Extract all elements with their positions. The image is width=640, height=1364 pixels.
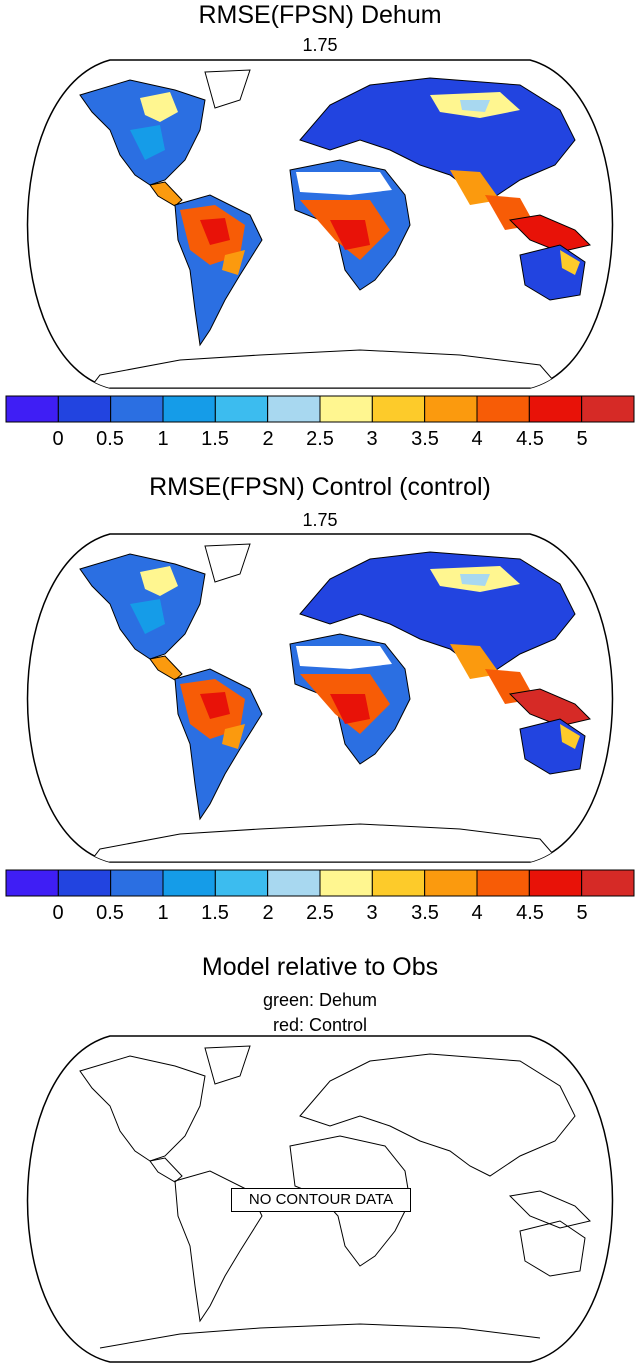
colorbar-1 xyxy=(5,395,635,423)
colorbar-swatch xyxy=(319,395,373,423)
colorbar-swatch xyxy=(214,869,269,897)
colorbar-swatch xyxy=(371,869,426,897)
colorbar-swatch xyxy=(214,395,269,423)
cbar1-label: 3.5 xyxy=(411,428,439,450)
cbar1-label: 2.5 xyxy=(306,428,334,450)
cbar2-label: 5 xyxy=(576,902,588,924)
cbar2-label: 4.5 xyxy=(516,902,544,924)
panel2-map xyxy=(26,533,614,863)
cbar2-label: 2 xyxy=(262,902,274,924)
cbar2-label: 1.5 xyxy=(201,902,229,924)
cbar2-label: 2.5 xyxy=(306,902,334,924)
coastlines xyxy=(79,1045,591,1349)
cbar2-label: 3 xyxy=(366,902,378,924)
colorbar-swatch xyxy=(162,395,216,423)
cbar2-label: 0 xyxy=(52,902,64,924)
cbar1-label: 1.5 xyxy=(201,428,229,450)
colorbar-swatch xyxy=(110,395,164,423)
panel2-subtitle: 1.75 xyxy=(302,510,338,530)
colorbar-swatch xyxy=(476,395,530,423)
colorbar-swatch xyxy=(5,395,59,423)
colorbar-1-labels: 0 0.5 1 1.5 2 2.5 3 3.5 4 4.5 5 xyxy=(0,427,640,453)
cbar1-label: 3 xyxy=(366,428,378,450)
colorbar-swatch xyxy=(528,869,583,897)
cbar2-label: 1 xyxy=(157,902,169,924)
colorbar-swatch xyxy=(267,395,321,423)
colorbar-swatch xyxy=(57,395,112,423)
cbar1-label: 5 xyxy=(576,428,588,450)
colorbar-swatch xyxy=(424,395,478,423)
colorbar-swatch xyxy=(528,395,583,423)
colorbar-swatch xyxy=(5,869,59,897)
panel3-legend-control: red: Control xyxy=(272,1015,368,1035)
land-field xyxy=(79,69,591,388)
colorbar-swatch xyxy=(319,869,373,897)
cbar1-label: 4.5 xyxy=(516,428,544,450)
colorbar-2 xyxy=(5,869,635,897)
colorbar-swatch xyxy=(424,869,478,897)
panel3-title: Model relative to Obs xyxy=(201,953,439,981)
cbar1-label: 0 xyxy=(52,428,64,450)
colorbar-swatch xyxy=(110,869,164,897)
panel1-map xyxy=(26,59,614,389)
land-field xyxy=(79,543,591,862)
colorbar-swatch xyxy=(162,869,216,897)
cbar2-label: 4 xyxy=(471,902,483,924)
panel3-legend-dehum: green: Dehum xyxy=(262,990,378,1010)
panel1-subtitle: 1.75 xyxy=(302,35,338,55)
colorbar-swatch xyxy=(57,869,112,897)
colorbar-swatch xyxy=(581,869,635,897)
colorbar-swatch xyxy=(371,395,426,423)
cbar2-label: 0.5 xyxy=(96,902,124,924)
cbar1-label: 1 xyxy=(157,428,169,450)
colorbar-swatch xyxy=(581,395,635,423)
colorbar-2-labels: 0 0.5 1 1.5 2 2.5 3 3.5 4 4.5 5 xyxy=(0,901,640,927)
colorbar-swatch xyxy=(267,869,321,897)
cbar1-label: 0.5 xyxy=(96,428,124,450)
cbar1-label: 4 xyxy=(471,428,483,450)
panel3-map xyxy=(26,1035,614,1363)
panel2-title: RMSE(FPSN) Control (control) xyxy=(149,473,491,501)
panel1-title: RMSE(FPSN) Dehum xyxy=(198,1,442,29)
colorbar-swatch xyxy=(476,869,530,897)
no-contour-data-label: NO CONTOUR DATA xyxy=(231,1188,411,1212)
cbar1-label: 2 xyxy=(262,428,274,450)
cbar2-label: 3.5 xyxy=(411,902,439,924)
